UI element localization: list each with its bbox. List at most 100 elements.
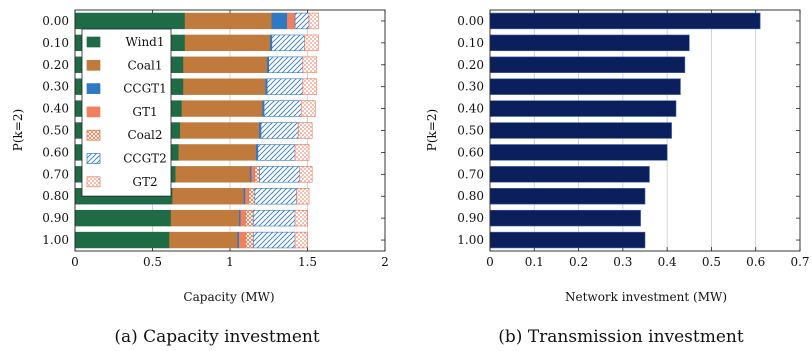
x-tick-label: 0.6 bbox=[746, 255, 765, 269]
bar-segment bbox=[489, 231, 646, 249]
y-tick-label: 0.60 bbox=[457, 145, 484, 159]
bar-coal1 bbox=[178, 144, 257, 161]
bar-coal1 bbox=[181, 100, 263, 117]
legend-label-coal2: Coal2 bbox=[127, 128, 162, 142]
legend-label-ccgt1: CCGT1 bbox=[123, 82, 167, 96]
x-tick-label: 0.5 bbox=[143, 255, 162, 269]
y-tick-label: 0.00 bbox=[42, 14, 69, 28]
bar-segment bbox=[489, 56, 686, 73]
bar-ccgt1 bbox=[271, 12, 288, 30]
y-tick-label: 0.40 bbox=[457, 102, 484, 116]
y-tick-label: 0.10 bbox=[42, 36, 69, 50]
bar-segment bbox=[489, 144, 668, 161]
bar-coal1 bbox=[184, 12, 273, 30]
capacity-caption: (a) Capacity investment bbox=[114, 327, 319, 347]
y-tick-label: 0.80 bbox=[457, 189, 484, 203]
bar-ccgt2 bbox=[252, 231, 296, 249]
bar-coal2 bbox=[245, 209, 254, 227]
legend-swatch-wind1 bbox=[86, 36, 101, 48]
bar-ccgt2 bbox=[254, 188, 297, 205]
bar-wind1 bbox=[74, 209, 172, 227]
capacity-xlabel: Capacity (MW) bbox=[183, 290, 274, 304]
bar-coal2 bbox=[254, 166, 260, 183]
x-tick-label: 0.4 bbox=[658, 255, 677, 269]
y-tick-label: 0.10 bbox=[457, 36, 484, 50]
y-tick-label: 0.50 bbox=[42, 124, 69, 138]
legend-swatch-ccgt1 bbox=[86, 83, 101, 94]
bar-coal1 bbox=[183, 56, 268, 73]
bar-gt1 bbox=[245, 188, 249, 205]
bar-ccgt2 bbox=[268, 56, 304, 73]
y-tick-label: 0.50 bbox=[457, 124, 484, 138]
y-tick-label: 1.00 bbox=[457, 233, 484, 247]
y-tick-label: 0.90 bbox=[42, 211, 69, 225]
bar-ccgt2 bbox=[260, 122, 299, 139]
bar-gt2 bbox=[304, 34, 319, 52]
legend-label-gt1: GT1 bbox=[132, 105, 157, 119]
bar-ccgt2 bbox=[263, 100, 302, 117]
x-tick-label: 0.7 bbox=[790, 255, 809, 269]
legend-label-ccgt2: CCGT2 bbox=[123, 152, 167, 166]
x-tick-label: 0 bbox=[71, 255, 79, 269]
y-tick-label: 0.40 bbox=[42, 102, 69, 116]
bar-gt2 bbox=[294, 144, 310, 161]
x-tick-label: 0.2 bbox=[569, 255, 588, 269]
legend-swatch-gt1 bbox=[86, 106, 101, 118]
axis-frame bbox=[74, 9, 386, 252]
x-tick-label: 0 bbox=[486, 255, 494, 269]
bar-segment bbox=[489, 188, 646, 205]
bar-coal1 bbox=[170, 209, 240, 227]
bar-coal2 bbox=[245, 231, 254, 249]
bar-ccgt2 bbox=[271, 34, 305, 52]
bar-gt1 bbox=[251, 166, 256, 183]
legend-swatch-coal2 bbox=[86, 129, 101, 141]
bar-gt1 bbox=[240, 209, 246, 227]
bar-gt2 bbox=[299, 166, 313, 183]
y-tick-label: 0.20 bbox=[42, 58, 69, 72]
bar-wind1 bbox=[74, 12, 186, 30]
bar-coal1 bbox=[180, 122, 260, 139]
y-tick-label: 0.00 bbox=[457, 14, 484, 28]
capacity-ylabel: P(k=2) bbox=[11, 109, 25, 151]
y-tick-label: 0.70 bbox=[457, 167, 484, 181]
bar-coal1 bbox=[184, 34, 271, 52]
y-tick-label: 0.20 bbox=[457, 58, 484, 72]
bar-gt2 bbox=[294, 209, 308, 227]
legend-swatch-ccgt2 bbox=[86, 153, 101, 164]
transmission-ylabel: P(k=2) bbox=[425, 109, 439, 151]
x-tick-label: 1 bbox=[226, 255, 234, 269]
y-tick-label: 0.80 bbox=[42, 189, 69, 203]
bar-segment bbox=[489, 12, 761, 30]
y-tick-label: 0.60 bbox=[42, 145, 69, 159]
transmission-chart: 0 0.1 0.2 0.3 0.4 0.5 0.6 0.7 0.00 0.10 0.20 0.30 0.… bbox=[457, 9, 810, 269]
bar-coal1 bbox=[172, 188, 245, 205]
transmission-xlabel: Network investment (MW) bbox=[565, 290, 727, 304]
bar-segment bbox=[489, 78, 681, 95]
bar-gt2 bbox=[297, 122, 313, 139]
bar-segment bbox=[489, 100, 677, 117]
legend-swatch-gt2 bbox=[86, 176, 101, 188]
legend-label-coal1: Coal1 bbox=[127, 58, 162, 72]
bar-gt2 bbox=[294, 231, 308, 249]
x-tick-label: 1.5 bbox=[298, 255, 317, 269]
capacity-chart: 0 0.5 1 1.5 2 0.00 0.10 0.20 0.30 0.40 0.50 0.60 0.7… bbox=[42, 9, 389, 269]
bar-segment bbox=[489, 209, 641, 227]
legend-label-gt2: GT2 bbox=[132, 175, 157, 189]
bar-ccgt2 bbox=[266, 78, 304, 95]
bar-gt2 bbox=[300, 100, 316, 117]
transmission-caption: (b) Transmission investment bbox=[498, 327, 744, 347]
x-tick-label: 2 bbox=[381, 255, 389, 269]
bar-segment bbox=[489, 122, 672, 139]
bar-gt2 bbox=[296, 188, 310, 205]
legend-swatch-coal1 bbox=[86, 59, 101, 71]
y-tick-label: 0.90 bbox=[457, 211, 484, 225]
y-tick-label: 1.00 bbox=[42, 233, 69, 247]
x-tick-label: 0.1 bbox=[525, 255, 544, 269]
bar-ccgt2 bbox=[294, 12, 310, 30]
y-tick-label: 0.30 bbox=[457, 80, 484, 94]
bar-segment bbox=[489, 34, 690, 52]
bar-coal1 bbox=[169, 231, 239, 249]
bar-coal1 bbox=[175, 166, 251, 183]
